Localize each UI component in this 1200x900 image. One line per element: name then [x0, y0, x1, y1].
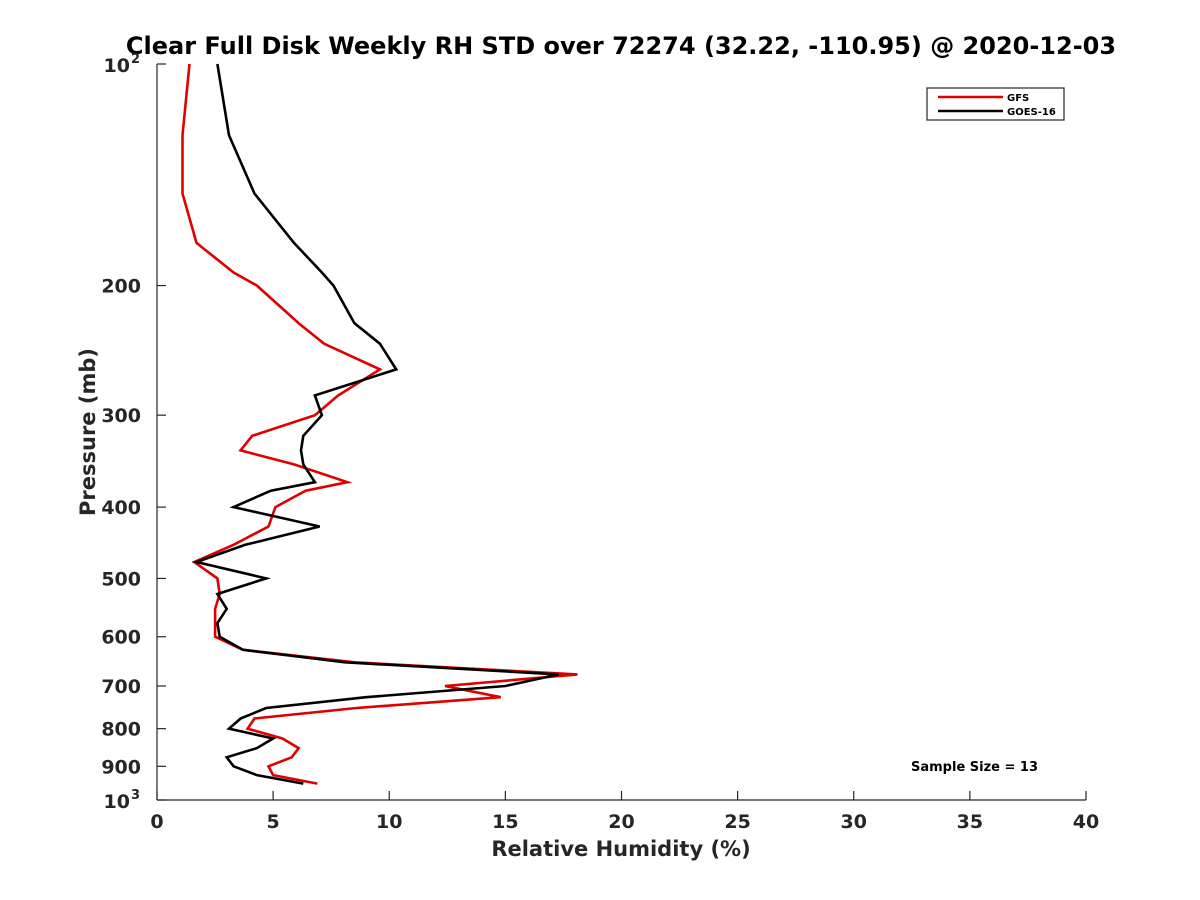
x-tick-label: 5 — [267, 811, 280, 833]
y-tick-label: 700 — [101, 676, 141, 698]
y-tick-label: 900 — [101, 756, 141, 778]
x-tick-label: 0 — [150, 811, 163, 833]
legend-box — [926, 87, 1065, 121]
y-tick-label-exponent: 2 — [131, 52, 140, 67]
x-tick-label: 40 — [1073, 811, 1099, 833]
x-tick-label: 35 — [957, 811, 983, 833]
y-tick-label: 600 — [101, 627, 141, 649]
x-ticks: 0 5 10 15 20 25 30 35 40 — [150, 791, 1099, 833]
legend: GFS GOES-16 — [926, 87, 1065, 121]
legend-label-gfs: GFS — [1007, 93, 1029, 104]
y-tick-label-base: 10 — [104, 791, 130, 813]
x-tick-label: 10 — [376, 811, 402, 833]
x-tick-label: 30 — [841, 811, 867, 833]
x-axis-label: Relative Humidity (%) — [491, 837, 750, 861]
y-tick-label: 300 — [101, 405, 141, 427]
series-line-goes-16 — [191, 63, 560, 785]
y-tick-label: 500 — [101, 568, 141, 590]
y-tick-label: 400 — [101, 497, 141, 519]
y-tick-label-base: 10 — [104, 55, 130, 77]
sample-size-annotation: Sample Size = 13 — [911, 760, 1038, 775]
x-tick-label: 20 — [608, 811, 634, 833]
y-tick-label-exponent: 3 — [131, 788, 140, 803]
x-tick-label: 25 — [724, 811, 750, 833]
legend-label-goes-16: GOES-16 — [1007, 107, 1056, 118]
y-tick-label: 200 — [101, 276, 141, 298]
y-tick-label: 800 — [101, 719, 141, 741]
x-tick-label: 15 — [492, 811, 518, 833]
chart-title: Clear Full Disk Weekly RH STD over 72274… — [126, 32, 1116, 60]
series-layer — [181, 63, 578, 785]
y-axis-label: Pressure (mb) — [76, 348, 100, 516]
